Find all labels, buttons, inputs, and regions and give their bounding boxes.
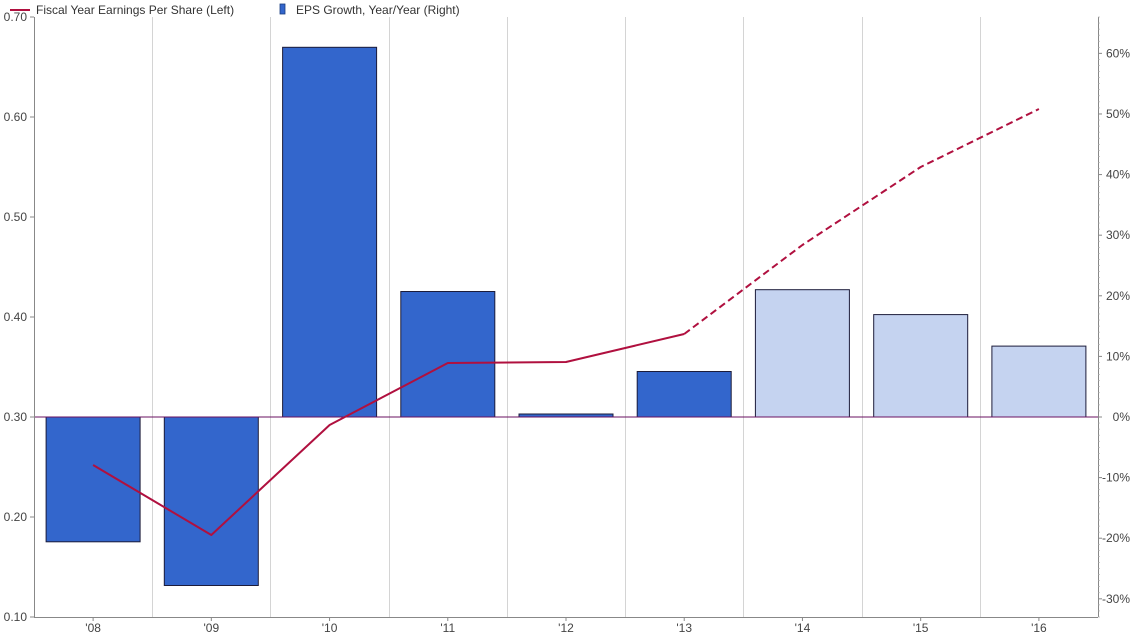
grid-layer [152,17,981,617]
eps-line-projected [683,108,1040,335]
legend-bar-swatch [279,3,286,15]
left-axis-label: 0.30 [4,410,28,424]
x-axis-label: '11 [440,621,455,635]
legend: Fiscal Year Earnings Per Share (Left) EP… [10,3,460,17]
bar-eps-growth [282,46,378,418]
x-axis-label: '08 [85,621,101,635]
right-axis-label: -10% [1102,471,1130,485]
left-axis-label: 0.40 [4,310,28,324]
axis-layer: 0.10 0.20 0.30 0.40 0.50 0.60 0.70 60% 50% 40% 30%… [4,10,1131,635]
bar-eps-growth [636,371,732,418]
right-axis-label: 60% [1106,46,1130,60]
left-axis-label: 0.70 [4,10,28,24]
right-axis-label: 40% [1106,168,1130,182]
legend-label-eps: Fiscal Year Earnings Per Share (Left) [36,3,234,17]
x-axis-label: '15 [913,621,929,635]
x-axis-label: '12 [558,621,574,635]
line-layer [92,108,1040,536]
eps-line-actual [92,333,685,536]
x-axis-label: '13 [676,621,692,635]
right-axis-label: 20% [1106,289,1130,303]
bar-layer [45,46,1087,586]
right-axis-label: 30% [1106,228,1130,242]
left-axis-label: 0.20 [4,510,28,524]
bar-eps-growth [991,345,1087,418]
left-axis-label: 0.10 [4,610,28,624]
left-axis-label: 0.60 [4,110,28,124]
right-axis-label: -20% [1102,531,1130,545]
bar-eps-growth [45,416,141,543]
bar-eps-growth [400,291,496,418]
right-axis-label: -30% [1102,592,1130,606]
x-axis-label: '10 [322,621,338,635]
bar-eps-growth [163,416,259,586]
right-axis-label: 0% [1113,410,1131,424]
bar-eps-growth [754,289,850,418]
legend-label-growth: EPS Growth, Year/Year (Right) [296,3,460,17]
x-axis-label: '09 [204,621,220,635]
left-axis-label: 0.50 [4,210,28,224]
x-axis-label: '14 [795,621,811,635]
x-axis-label: '16 [1031,621,1047,635]
bar-eps-growth [873,314,969,418]
right-axis-label: 50% [1106,107,1130,121]
right-axis-label: 10% [1106,349,1130,363]
